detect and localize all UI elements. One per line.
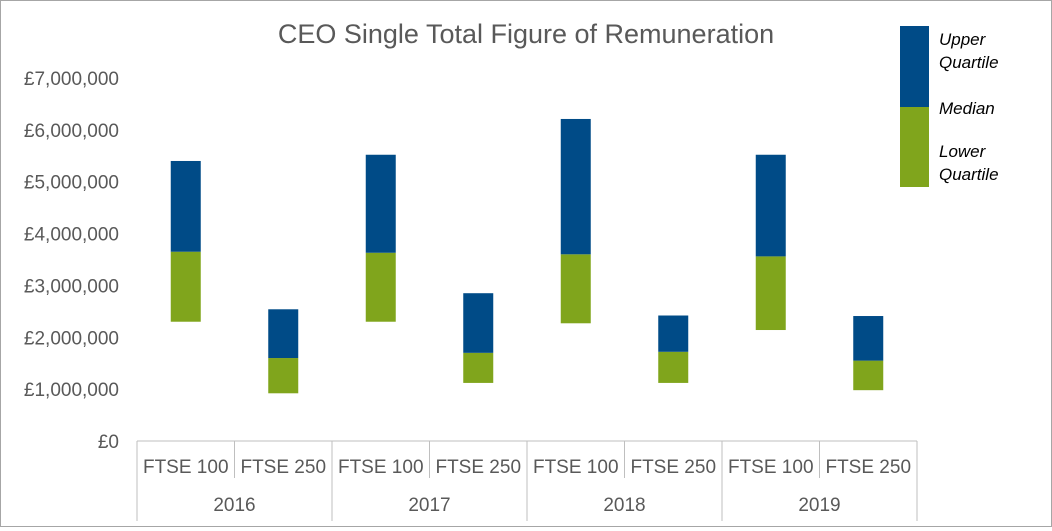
x-group-label: 2017 (408, 495, 450, 516)
y-tick-label: £6,000,000 (24, 121, 119, 142)
x-tick-label: FTSE 250 (435, 457, 521, 478)
legend-label-median: Median (939, 99, 995, 118)
y-tick-label: £3,000,000 (24, 276, 119, 297)
legend-label-lower: Lower (939, 142, 987, 161)
y-tick-label: £0 (98, 432, 119, 453)
x-tick-label: FTSE 100 (728, 457, 814, 478)
bar-lower-segment (853, 360, 884, 391)
bar-lower-segment (268, 358, 299, 394)
bar-upper-segment (658, 315, 689, 352)
legend-swatch-upper (900, 26, 929, 107)
bar-upper-segment (170, 160, 201, 252)
x-tick-label: FTSE 100 (533, 457, 619, 478)
x-tick-label: FTSE 250 (240, 457, 326, 478)
bar-lower-segment (658, 351, 689, 383)
legend-label-lower: Quartile (939, 165, 999, 184)
bar-lower-segment (755, 256, 786, 331)
bars (170, 118, 884, 394)
bar-lower-segment (463, 352, 494, 383)
legend-swatch-lower (900, 107, 929, 187)
bar-upper-segment (755, 154, 786, 257)
bar-lower-segment (170, 251, 201, 322)
y-tick-label: £7,000,000 (24, 69, 119, 90)
bar-upper-segment (268, 309, 299, 359)
legend-label-upper: Upper (939, 30, 987, 49)
y-tick-label: £4,000,000 (24, 225, 119, 246)
legend-label-upper: Quartile (939, 53, 999, 72)
bar-upper-segment (853, 316, 884, 361)
bar-lower-segment (365, 252, 396, 322)
bar-upper-segment (560, 118, 591, 255)
x-tick-label: FTSE 100 (143, 457, 229, 478)
y-tick-label: £5,000,000 (24, 173, 119, 194)
x-group-label: 2018 (603, 495, 645, 516)
bar-lower-segment (560, 254, 591, 324)
y-axis: £0 £1,000,000 £2,000,000 £3,000,000 £4,000,0… (24, 69, 119, 453)
bar-upper-segment (463, 293, 494, 353)
x-axis: FTSE 100 FTSE 250 FTSE 100 FTSE 250 FTSE 100… (136, 440, 918, 521)
bar-upper-segment (365, 154, 396, 253)
chart-title: CEO Single Total Figure of Remuneration (278, 19, 774, 49)
x-group-label: 2019 (798, 495, 840, 516)
legend: Upper Quartile Median Lower Quartile (900, 26, 999, 187)
x-tick-label: FTSE 250 (630, 457, 716, 478)
y-tick-label: £1,000,000 (24, 380, 119, 401)
x-tick-label: FTSE 100 (338, 457, 424, 478)
y-tick-label: £2,000,000 (24, 328, 119, 349)
x-tick-label: FTSE 250 (825, 457, 911, 478)
x-group-label: 2016 (213, 495, 255, 516)
